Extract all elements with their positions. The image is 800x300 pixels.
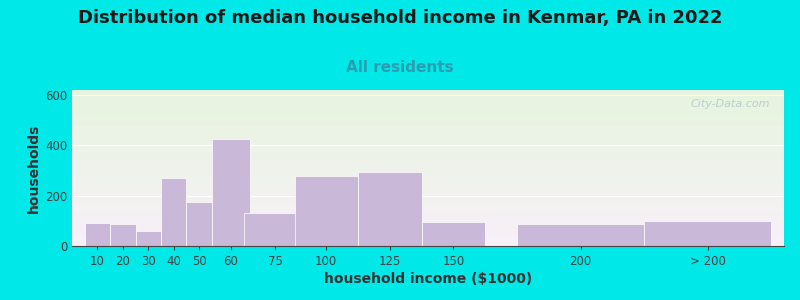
Bar <box>186 202 212 246</box>
X-axis label: household income ($1000): household income ($1000) <box>324 272 532 286</box>
Bar <box>244 213 307 246</box>
Bar <box>644 221 771 246</box>
Bar <box>294 176 358 246</box>
Bar <box>161 178 186 246</box>
Bar <box>517 224 644 246</box>
Bar <box>212 139 250 246</box>
Text: All residents: All residents <box>346 60 454 75</box>
Bar <box>358 172 422 246</box>
Bar <box>135 231 161 246</box>
Bar <box>85 224 110 246</box>
Y-axis label: households: households <box>26 123 41 213</box>
Text: City-Data.com: City-Data.com <box>690 99 770 110</box>
Bar <box>422 222 486 246</box>
Bar <box>110 224 135 246</box>
Text: Distribution of median household income in Kenmar, PA in 2022: Distribution of median household income … <box>78 9 722 27</box>
